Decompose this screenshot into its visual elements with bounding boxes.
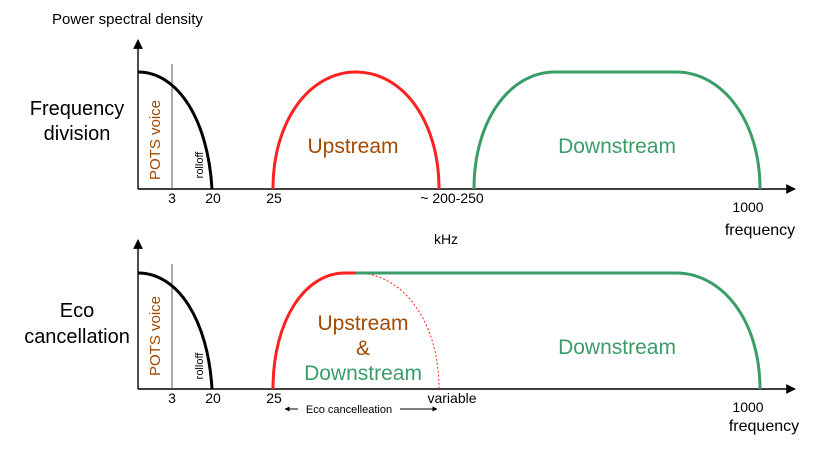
bottom-mode-line1: Eco <box>60 300 94 322</box>
bottom-tick-20: 20 <box>205 390 221 406</box>
y-axis-label: Power spectral density <box>52 11 203 28</box>
bottom-panel: Eco cancellation POTS voice rolloff Upst… <box>24 239 799 435</box>
top-upstream-band <box>271 70 441 190</box>
bottom-tick-3: 3 <box>168 390 176 406</box>
bottom-downstream-label: Downstream <box>558 336 676 359</box>
bottom-pots-curve <box>137 271 214 390</box>
bottom-tick-variable: variable <box>427 390 476 406</box>
top-tick-25: 25 <box>266 190 282 206</box>
bottom-downstream-band <box>356 271 762 390</box>
top-tick-200-250: ~ 200-250 <box>420 190 484 206</box>
bottom-pots-label: POTS voice <box>147 296 164 376</box>
bottom-shared-line2: & <box>356 337 370 360</box>
unit-label: kHz <box>434 231 458 247</box>
top-pots-label: POTS voice <box>147 100 164 180</box>
bottom-tick-1000: 1000 <box>732 399 763 415</box>
top-upstream-label: Upstream <box>307 135 398 158</box>
top-tick-1000: 1000 <box>732 199 763 215</box>
bottom-shared-line3: Downstream <box>304 362 422 385</box>
bottom-mode-line2: cancellation <box>24 326 130 348</box>
bottom-tick-25: 25 <box>266 390 282 406</box>
top-downstream-band <box>472 70 762 190</box>
top-rolloff-label: rolloff <box>194 151 206 179</box>
top-mode-line1: Frequency <box>30 98 125 120</box>
top-tick-3: 3 <box>168 190 176 206</box>
bottom-upstream-variable-edge <box>355 272 440 390</box>
top-frequency-label: frequency <box>725 222 795 239</box>
top-downstream-label: Downstream <box>558 135 676 158</box>
bottom-frequency-label: frequency <box>729 418 799 435</box>
top-pots-curve <box>137 70 214 190</box>
bottom-rolloff-label: rolloff <box>194 352 206 380</box>
top-panel: Frequency division POTS voice rolloff Up… <box>30 39 796 239</box>
top-tick-20: 20 <box>205 190 221 206</box>
bottom-upstream-rise <box>271 271 356 390</box>
top-mode-line2: division <box>44 123 111 145</box>
bottom-shared-line1: Upstream <box>317 312 408 335</box>
eco-range-label: Eco cancelleation <box>306 404 392 416</box>
